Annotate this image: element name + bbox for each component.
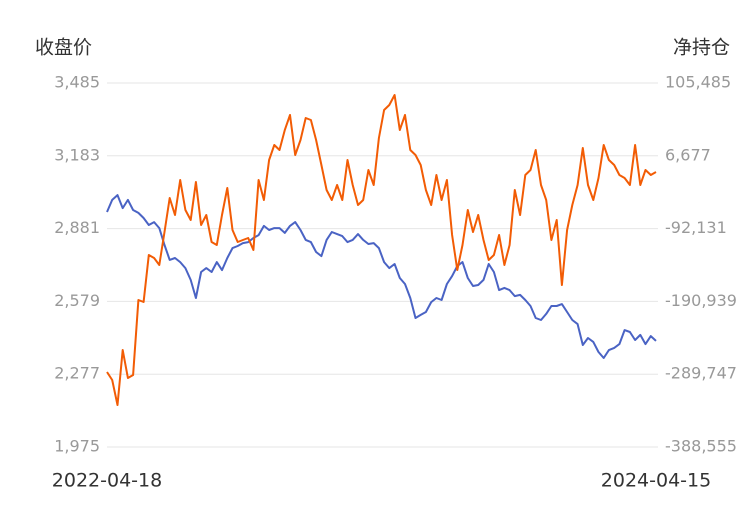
y-tick-label: 3,183	[54, 145, 100, 164]
y-tick-label: 1,975	[54, 437, 100, 456]
series-line	[106, 94, 657, 406]
y-tick-label: 2,579	[54, 291, 100, 310]
y2-tick-label: 105,485	[665, 73, 731, 92]
y2-tick-label: -289,747	[665, 364, 737, 383]
y2-tick-label: -92,131	[665, 218, 727, 237]
y2-axis-title: 净持仓	[673, 37, 730, 59]
y-axis-title: 收盘价	[35, 37, 92, 59]
y2-tick-label: -388,555	[665, 437, 737, 456]
series-line	[106, 194, 657, 359]
x-tick-label: 2024-04-15	[601, 470, 711, 492]
y-tick-label: 3,485	[54, 73, 100, 92]
x-tick-label: 2022-04-18	[52, 470, 162, 492]
y2-tick-label: 6,677	[665, 145, 711, 164]
y-tick-label: 2,881	[54, 218, 100, 237]
y-tick-label: 2,277	[54, 364, 100, 383]
y2-tick-label: -190,939	[665, 291, 737, 310]
